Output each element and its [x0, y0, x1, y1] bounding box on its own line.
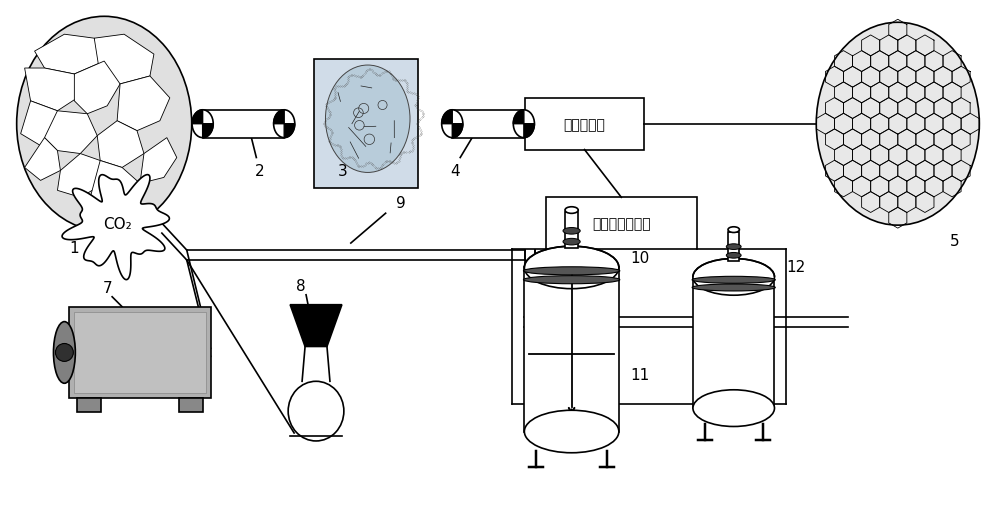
Bar — [74, 312, 206, 393]
Polygon shape — [274, 111, 284, 124]
Polygon shape — [140, 138, 177, 184]
Polygon shape — [35, 35, 104, 75]
Bar — [693, 277, 774, 409]
Polygon shape — [25, 138, 60, 181]
Ellipse shape — [726, 253, 741, 259]
Ellipse shape — [325, 66, 410, 173]
Ellipse shape — [726, 244, 741, 250]
Polygon shape — [45, 112, 97, 154]
Ellipse shape — [693, 390, 774, 427]
Ellipse shape — [274, 111, 295, 138]
Ellipse shape — [53, 322, 75, 383]
Bar — [452, 111, 524, 138]
Ellipse shape — [524, 411, 619, 453]
Ellipse shape — [523, 267, 620, 275]
Bar — [314, 60, 418, 189]
Polygon shape — [90, 161, 140, 208]
Text: 7: 7 — [102, 280, 112, 295]
Ellipse shape — [288, 382, 344, 441]
Polygon shape — [62, 175, 169, 280]
Polygon shape — [21, 102, 62, 146]
Bar — [524, 268, 619, 432]
Ellipse shape — [816, 23, 979, 226]
Polygon shape — [74, 62, 120, 115]
Polygon shape — [290, 305, 342, 347]
Text: 井下待充填空间: 井下待充填空间 — [592, 217, 651, 231]
Ellipse shape — [442, 111, 463, 138]
Ellipse shape — [192, 111, 213, 138]
Polygon shape — [284, 124, 295, 138]
Text: 9: 9 — [396, 196, 405, 211]
Polygon shape — [25, 69, 80, 112]
Ellipse shape — [563, 228, 580, 235]
Ellipse shape — [523, 276, 620, 284]
Polygon shape — [524, 124, 534, 138]
Text: 10: 10 — [631, 250, 650, 266]
Bar — [179, 398, 203, 412]
Polygon shape — [442, 111, 452, 124]
Polygon shape — [452, 124, 463, 138]
Ellipse shape — [17, 17, 192, 232]
Bar — [546, 198, 697, 249]
Bar — [77, 398, 101, 412]
Ellipse shape — [692, 284, 775, 291]
Text: CO₂: CO₂ — [103, 216, 131, 231]
Polygon shape — [192, 111, 203, 124]
Bar — [525, 98, 644, 150]
Bar — [203, 111, 284, 138]
Bar — [728, 232, 739, 261]
Text: 4: 4 — [450, 164, 460, 179]
Ellipse shape — [513, 111, 534, 138]
Polygon shape — [97, 122, 144, 168]
Bar — [565, 213, 578, 248]
Polygon shape — [57, 154, 104, 198]
Text: 3: 3 — [338, 164, 348, 179]
Ellipse shape — [728, 227, 739, 233]
Polygon shape — [94, 35, 154, 85]
Polygon shape — [513, 111, 524, 124]
Ellipse shape — [563, 239, 580, 245]
Text: 8: 8 — [296, 278, 306, 293]
Polygon shape — [203, 124, 213, 138]
Text: 1: 1 — [70, 240, 79, 256]
Ellipse shape — [565, 208, 578, 214]
Bar — [69, 307, 211, 398]
Circle shape — [55, 344, 73, 362]
Text: 2: 2 — [255, 164, 264, 179]
Text: 按比例混合: 按比例混合 — [564, 118, 605, 131]
Text: 5: 5 — [950, 234, 959, 248]
Text: 11: 11 — [631, 367, 650, 382]
Ellipse shape — [524, 246, 619, 289]
Polygon shape — [117, 77, 170, 131]
Ellipse shape — [692, 277, 775, 284]
Ellipse shape — [693, 259, 774, 295]
Text: 12: 12 — [786, 260, 806, 275]
